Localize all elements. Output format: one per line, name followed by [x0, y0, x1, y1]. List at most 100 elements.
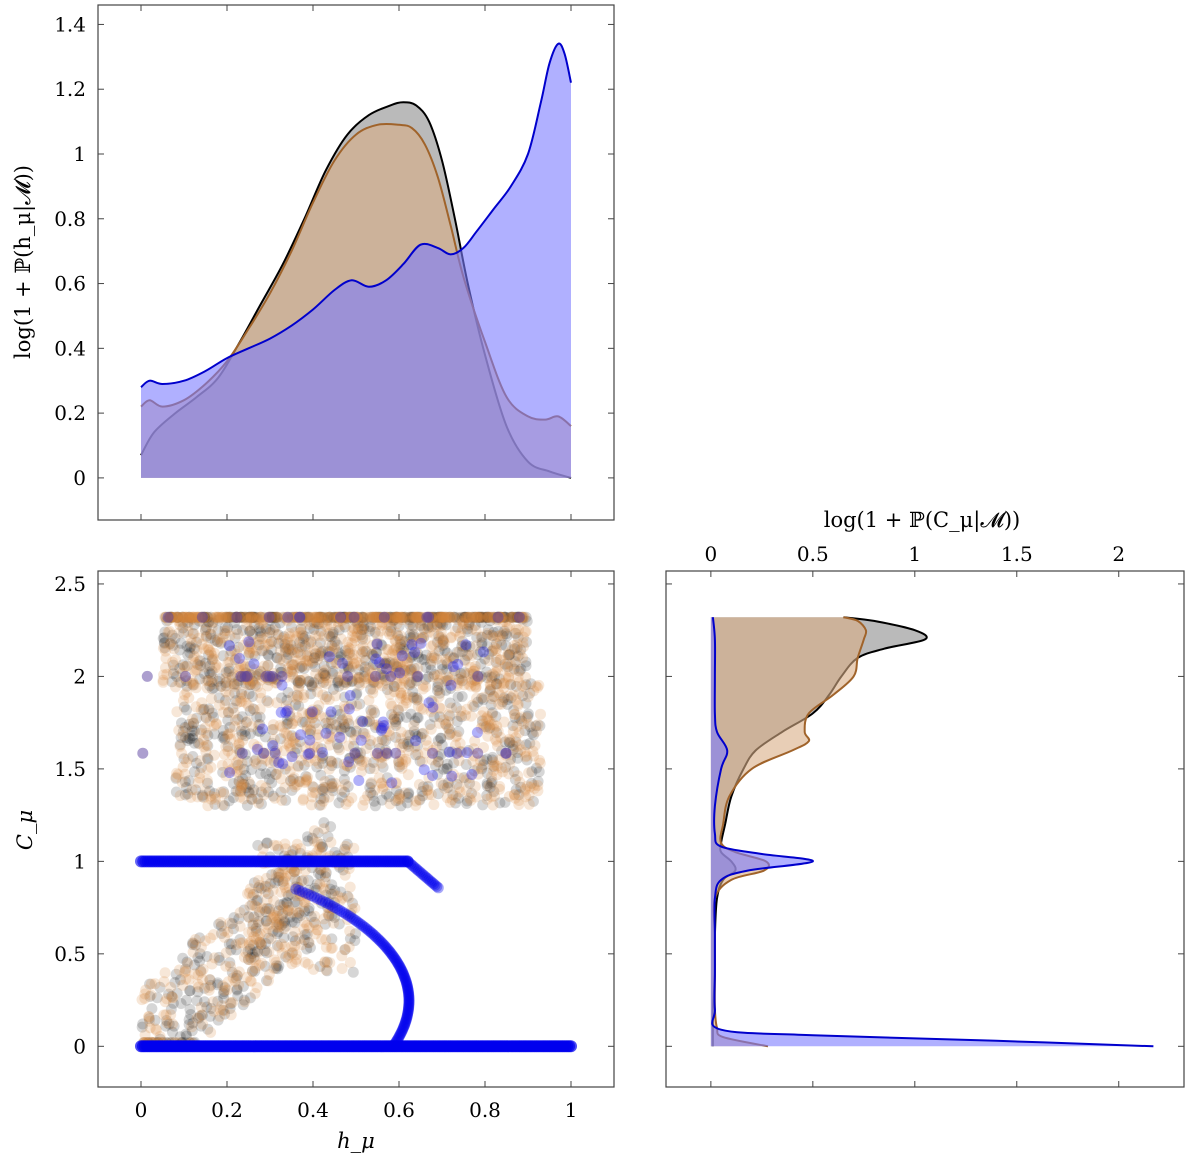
scatter-point-orange: [297, 636, 309, 648]
scatter-point-black: [244, 638, 256, 650]
scatter-point-blue: [403, 999, 415, 1011]
scatter-point-orange: [363, 662, 375, 674]
scatter-point-black: [255, 798, 267, 810]
scatter-point-black: [182, 735, 194, 747]
scatter-point-orange: [279, 838, 291, 850]
scatter-point-orange: [307, 786, 319, 798]
scatter-point-black: [219, 1008, 231, 1020]
scatter-point-black: [286, 784, 298, 796]
scatter-point-black: [390, 611, 402, 623]
scatter-point-blue: [422, 873, 434, 884]
scatter-point-orange: [310, 918, 322, 930]
scatter-point-orange: [257, 843, 269, 855]
scatter-point-orange: [279, 941, 291, 953]
scatter-point-black: [520, 660, 532, 672]
scatter-point-black: [289, 896, 301, 908]
scatter-point-orange: [209, 611, 221, 623]
scatter-point-black: [459, 667, 471, 679]
scatter-point-blue: [375, 724, 387, 736]
scatter-point-orange: [455, 705, 467, 717]
scatter-point-orange: [218, 925, 230, 937]
scatter-point-black: [299, 631, 311, 643]
scatter-point-orange: [386, 648, 398, 660]
scatter-point-black: [315, 793, 327, 805]
scatter-point-orange: [288, 665, 300, 677]
scatter-point-black: [247, 919, 259, 931]
scatter-point-blue: [399, 972, 411, 984]
scatter-point-orange: [193, 655, 205, 667]
scatter-point-black: [333, 654, 345, 666]
scatter-point-orange: [443, 716, 455, 728]
scatter-point-black: [405, 663, 417, 675]
scatter-point-black: [370, 611, 382, 623]
scatter-point-black: [351, 687, 363, 699]
scatter-point-black: [263, 786, 274, 798]
scatter-point-black: [263, 932, 275, 944]
scatter-point-blue: [389, 953, 401, 965]
scatter-point-blue: [380, 941, 392, 953]
scatter-point-black: [439, 611, 451, 623]
scatter-point-black: [177, 659, 189, 671]
scatter-point-orange: [191, 664, 203, 676]
scatter-point-black: [218, 986, 230, 998]
scatter-point-black: [223, 611, 234, 623]
scatter-point-orange: [359, 677, 371, 689]
scatter-point-black: [296, 716, 308, 728]
scatter-point-orange: [194, 755, 206, 767]
scatter-point-orange: [334, 744, 345, 756]
scatter-point-black: [391, 785, 402, 797]
scatter-point-black: [230, 944, 242, 956]
scatter-point-orange: [390, 778, 402, 790]
scatter-point-orange: [196, 638, 208, 650]
scatter-point-orange: [242, 614, 254, 626]
scatter-point-orange: [313, 843, 325, 855]
scatter-point-black: [326, 640, 338, 651]
scatter-point-orange: [269, 905, 281, 917]
scatter-point-blue: [260, 670, 272, 682]
scatter-point-black: [175, 974, 186, 986]
scatter-point-black: [256, 760, 268, 771]
scatter-point-black: [415, 619, 426, 631]
scatter-point-orange: [219, 699, 231, 711]
scatter-xtick-label: 0.8: [469, 1098, 501, 1122]
scatter-point-black: [332, 676, 344, 688]
scatter-point-black: [459, 654, 471, 666]
scatter-point-orange: [327, 903, 338, 915]
scatter-point-black: [298, 759, 310, 771]
scatter-point-blue: [397, 1022, 409, 1034]
scatter-point-orange: [506, 644, 518, 656]
scatter-point-orange: [246, 721, 258, 733]
scatter-point-orange: [188, 650, 200, 662]
scatter-point-black: [262, 888, 274, 900]
scatter-point-black: [220, 611, 232, 623]
scatter-point-orange: [203, 644, 215, 656]
scatter-point-blue: [180, 670, 191, 682]
scatter-point-blue: [303, 888, 314, 900]
scatter-point-orange: [497, 766, 509, 778]
right-plot-frame: [665, 570, 1185, 1088]
scatter-point-orange: [428, 799, 440, 811]
scatter-point-orange: [520, 751, 531, 763]
scatter-point-blue: [427, 747, 438, 759]
scatter-point-blue: [565, 1040, 577, 1053]
scatter-point-orange: [260, 782, 272, 794]
scatter-point-black: [276, 919, 288, 931]
scatter-point-black: [325, 709, 337, 721]
scatter-point-orange: [323, 611, 335, 623]
scatter-point-black: [291, 689, 303, 701]
scatter-point-orange: [230, 714, 241, 726]
scatter-point-black: [448, 653, 460, 664]
scatter-point-orange: [267, 719, 279, 731]
scatter-point-black: [311, 878, 323, 890]
scatter-xtick-label: 0.2: [211, 1098, 243, 1122]
scatter-point-orange: [210, 718, 222, 729]
scatter-point-orange: [519, 746, 531, 758]
scatter-point-black: [240, 716, 252, 728]
scatter-point-black: [254, 627, 266, 638]
scatter-point-blue: [400, 1015, 412, 1027]
scatter-point-orange: [487, 760, 499, 772]
scatter-point-black: [226, 938, 237, 950]
scatter-point-black: [512, 752, 524, 764]
scatter-point-orange: [498, 628, 510, 639]
scatter-point-black: [477, 611, 488, 623]
